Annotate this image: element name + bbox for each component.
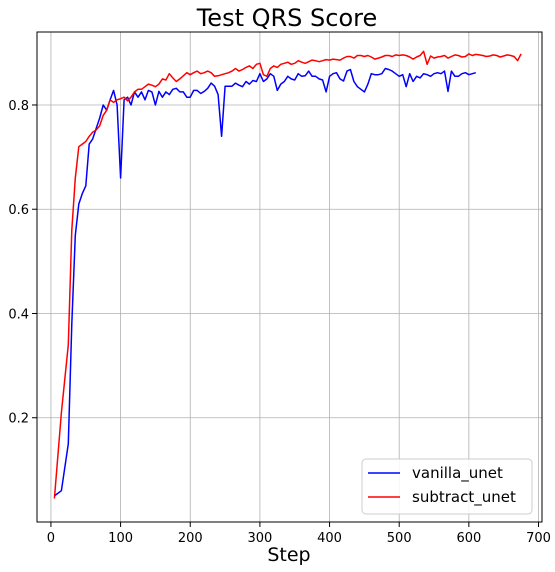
x-tick-label: 600 (456, 531, 481, 546)
series-group (53, 50, 522, 499)
series-line-subtract-unet (53, 50, 522, 499)
x-tick-label: 400 (317, 531, 342, 546)
x-tick-label: 700 (526, 531, 551, 546)
x-tick-label: 100 (108, 531, 133, 546)
axis-ticks: 0 100 200 300 400 500 600 700 0.2 0.4 0.6 0.8 (8, 99, 551, 546)
x-tick-label: 0 (47, 531, 55, 546)
y-tick-label: 0.8 (8, 99, 29, 114)
x-tick-label: 200 (178, 531, 203, 546)
legend-box (361, 458, 533, 515)
legend-label-vanilla-unet: vanilla_unet (412, 464, 503, 483)
y-tick-label: 0.2 (8, 412, 29, 427)
series-line-vanilla-unet (53, 67, 477, 497)
y-tick-label: 0.4 (8, 307, 29, 322)
x-tick-label: 500 (387, 531, 412, 546)
y-tick-label: 0.6 (8, 203, 29, 218)
grid (37, 32, 542, 522)
legend: vanilla_unet subtract_unet (361, 458, 533, 515)
plot-area-frame (36, 31, 543, 523)
x-axis-label: Step (267, 544, 310, 566)
chart-title: Test QRS Score (196, 4, 378, 32)
legend-label-subtract-unet: subtract_unet (412, 488, 516, 507)
x-tick-label: 300 (247, 531, 272, 546)
